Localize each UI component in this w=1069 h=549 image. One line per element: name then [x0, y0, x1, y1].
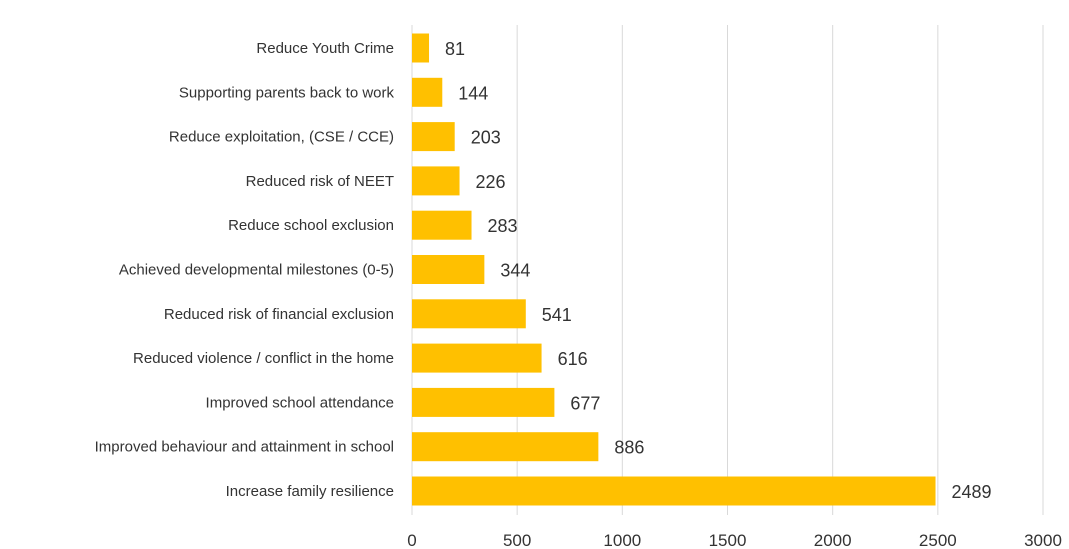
category-label: Reduced risk of NEET	[246, 173, 394, 190]
bar	[412, 387, 555, 417]
category-label: Supporting parents back to work	[179, 84, 395, 101]
x-tick-label: 500	[503, 531, 531, 549]
bar	[412, 33, 430, 63]
x-tick-label: 2500	[919, 531, 957, 549]
data-label: 616	[558, 349, 588, 369]
x-tick-label: 0	[407, 531, 416, 549]
bar	[412, 255, 485, 284]
category-label: Achieved developmental milestones (0-5)	[119, 262, 394, 279]
bars	[412, 33, 936, 506]
bar	[412, 77, 443, 107]
category-label: Reduced risk of financial exclusion	[164, 306, 394, 323]
bar	[412, 210, 472, 240]
x-tick-label: 1500	[709, 531, 747, 549]
bar	[412, 476, 936, 506]
category-label: Improved school attendance	[206, 394, 394, 411]
data-label: 886	[614, 438, 644, 458]
x-axis-tick-labels: 0 500 1000 1500 2000 2500 3000	[407, 531, 1062, 549]
x-tick-label: 2000	[814, 531, 852, 549]
category-label: Reduce exploitation, (CSE / CCE)	[169, 129, 394, 146]
data-label: 283	[488, 216, 518, 236]
category-label: Increase family resilience	[226, 483, 394, 500]
data-label: 2489	[952, 482, 992, 502]
bar	[412, 166, 460, 196]
category-label: Reduced violence / conflict in the home	[133, 350, 394, 367]
data-label: 541	[542, 305, 572, 325]
data-label: 144	[458, 83, 488, 103]
gridlines	[411, 25, 1044, 515]
category-label: Improved behaviour and attainment in sch…	[95, 439, 394, 456]
bar	[412, 432, 599, 462]
category-labels: Reduce Youth Crime Supporting parents bac…	[95, 40, 395, 500]
data-label: 677	[570, 393, 600, 413]
bar	[412, 299, 526, 329]
value-labels: 81 144 203 226 283 344 541 616 677 886 2489	[445, 39, 992, 502]
bar	[412, 343, 542, 373]
data-label: 344	[500, 261, 530, 281]
x-tick-label: 1000	[603, 531, 641, 549]
category-label: Reduce Youth Crime	[256, 40, 394, 57]
category-label: Reduce school exclusion	[228, 217, 394, 234]
bar	[412, 122, 455, 152]
x-tick-label: 3000	[1024, 531, 1062, 549]
data-label: 81	[445, 39, 465, 59]
data-label: 203	[471, 128, 501, 148]
data-label: 226	[476, 172, 506, 192]
